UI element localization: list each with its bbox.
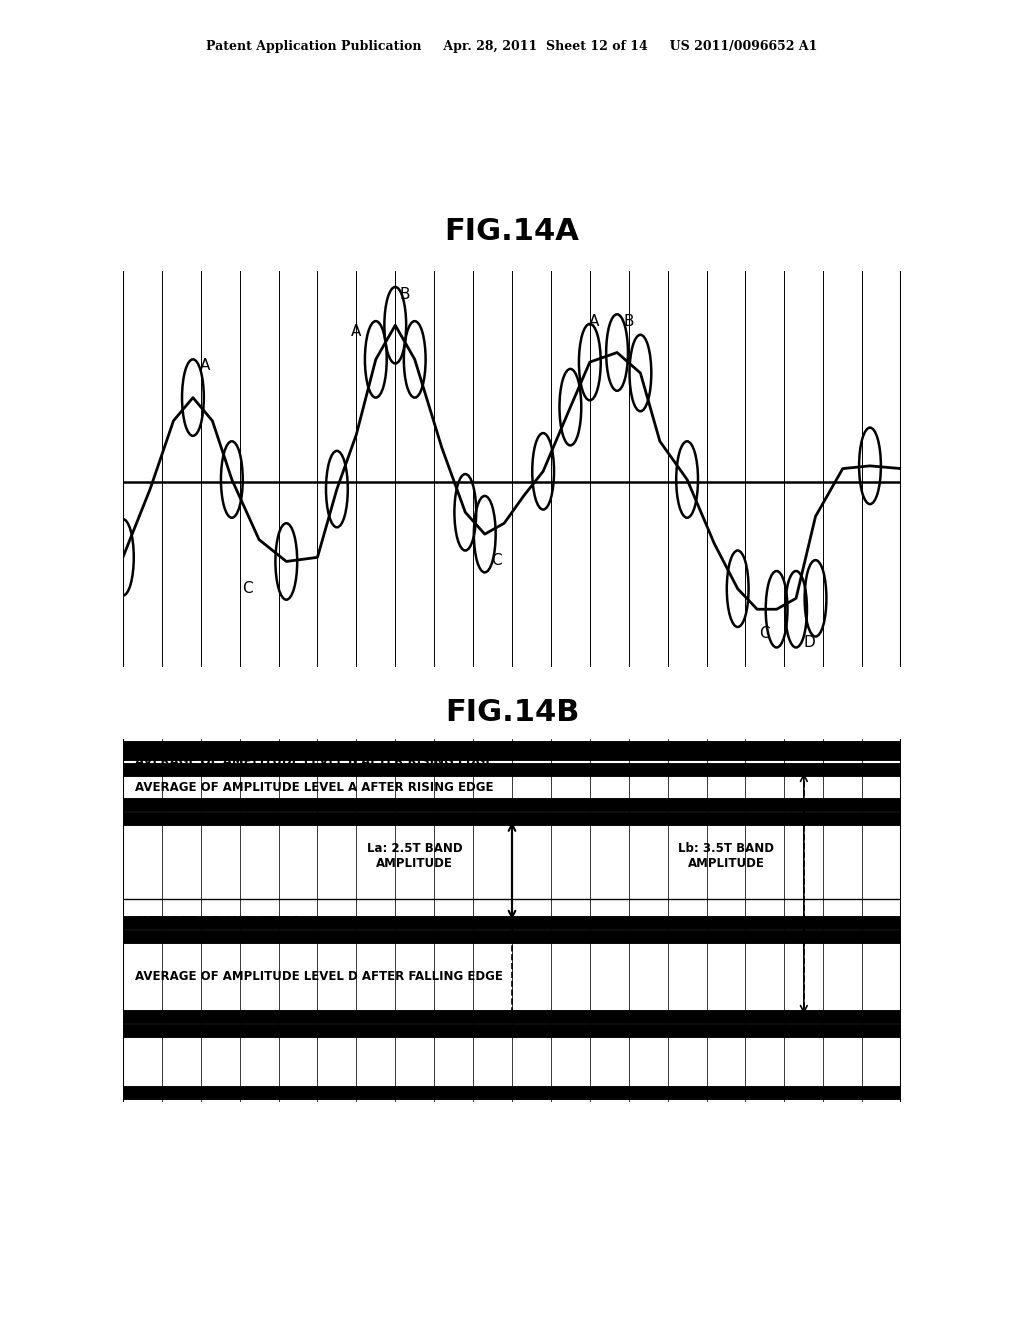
Text: AVERAGE OF AMPLITUDE LEVEL A AFTER RISING EDGE: AVERAGE OF AMPLITUDE LEVEL A AFTER RISIN… — [134, 781, 493, 793]
Text: C: C — [242, 581, 253, 595]
Text: AVERAGE OF AMPLITUDE LEVEL D AFTER FALLING EDGE: AVERAGE OF AMPLITUDE LEVEL D AFTER FALLI… — [134, 970, 503, 983]
Text: A: A — [351, 323, 361, 339]
Text: D: D — [804, 635, 815, 651]
Text: FIG.14B: FIG.14B — [444, 698, 580, 727]
Text: Patent Application Publication     Apr. 28, 2011  Sheet 12 of 14     US 2011/009: Patent Application Publication Apr. 28, … — [206, 40, 818, 53]
Text: AVERAGE OF AMPLITUDE LEVEL B AFTER RISING EDGE: AVERAGE OF AMPLITUDE LEVEL B AFTER RISIN… — [134, 755, 493, 768]
Text: La: 2.5T BAND
AMPLITUDE: La: 2.5T BAND AMPLITUDE — [367, 842, 463, 870]
Text: FIG.14A: FIG.14A — [444, 216, 580, 246]
Text: C: C — [760, 626, 770, 640]
Text: B: B — [624, 314, 634, 329]
Text: AVERAGE OF AMPLITUDE
LEVEL C AFTER FALLING EDGE: AVERAGE OF AMPLITUDE LEVEL C AFTER FALLI… — [134, 915, 333, 944]
Text: Lb: 3.5T BAND
AMPLITUDE: Lb: 3.5T BAND AMPLITUDE — [678, 842, 774, 870]
Text: C: C — [492, 553, 502, 569]
Text: B: B — [399, 286, 411, 302]
Text: A: A — [589, 314, 599, 329]
Text: A: A — [200, 358, 210, 374]
